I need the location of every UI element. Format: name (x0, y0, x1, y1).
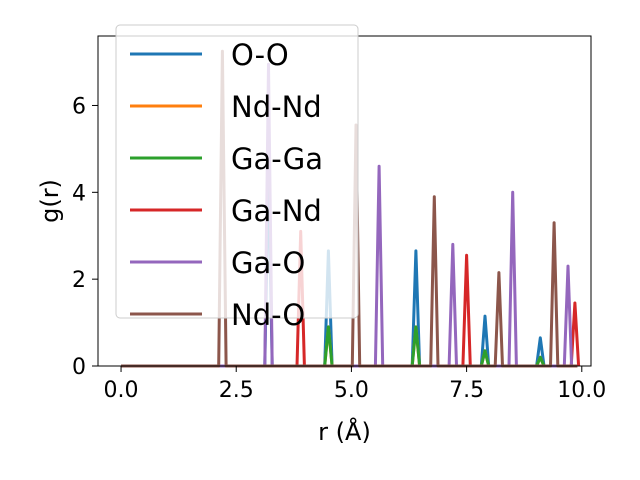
y-axis-label: g(r) (36, 179, 64, 223)
legend: O-O Nd-Nd Ga-Ga Ga-Nd Ga-O Nd-O (115, 24, 359, 332)
x-tick-label: 0.0 (104, 378, 139, 403)
y-tick-label: 0 (72, 355, 86, 380)
x-tick-label: 7.5 (449, 378, 484, 403)
legend-box (115, 24, 359, 319)
x-axis-label: r (Å) (318, 417, 371, 446)
legend-label-ga-nd: Ga-Nd (231, 194, 322, 228)
x-tick-label: 2.5 (219, 378, 254, 403)
y-tick-label: 6 (72, 94, 86, 119)
y-ticks: 0 2 4 6 (72, 94, 98, 380)
y-tick-label: 2 (72, 268, 86, 293)
legend-label-ga-o: Ga-O (231, 246, 305, 280)
x-tick-label: 10.0 (557, 378, 606, 403)
legend-label-nd-o: Nd-O (231, 298, 305, 332)
legend-label-o-o: O-O (231, 38, 289, 72)
legend-label-nd-nd: Nd-Nd (231, 90, 322, 124)
x-tick-label: 5.0 (334, 378, 369, 403)
x-ticks: 0.0 2.5 5.0 7.5 10.0 (104, 366, 606, 403)
legend-label-ga-ga: Ga-Ga (231, 142, 323, 176)
y-tick-label: 4 (72, 181, 86, 206)
